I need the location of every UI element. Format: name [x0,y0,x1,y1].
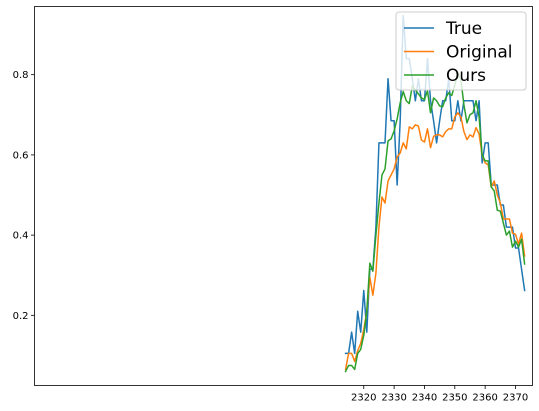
plot-frame [34,6,533,386]
legend: True Original Ours [395,11,527,91]
y-tick-label: 0.2 [13,311,29,322]
x-tick-label: 2370 [503,393,528,404]
legend-items: True Original Ours [404,19,513,86]
legend-label-ours: Ours [446,66,486,86]
legend-label-original: Original [446,43,513,63]
y-axis-ticks: 0.2 0.4 0.6 0.8 [13,70,35,322]
series-layer [344,14,526,373]
x-tick-label: 2330 [381,393,406,404]
y-tick-label: 0.4 [13,231,29,242]
y-tick-label: 0.6 [13,150,29,161]
x-tick-label: 2360 [472,393,497,404]
x-tick-label: 2340 [412,393,437,404]
series-line-ours [344,71,526,373]
x-tick-label: 2350 [442,393,467,404]
x-axis-ticks: 2320 2330 2340 2350 2360 2370 [351,385,528,404]
legend-label-true: True [445,19,482,39]
legend-box [395,11,527,91]
x-tick-label: 2320 [351,393,376,404]
y-tick-label: 0.8 [13,70,29,81]
series-line-original [344,112,526,371]
